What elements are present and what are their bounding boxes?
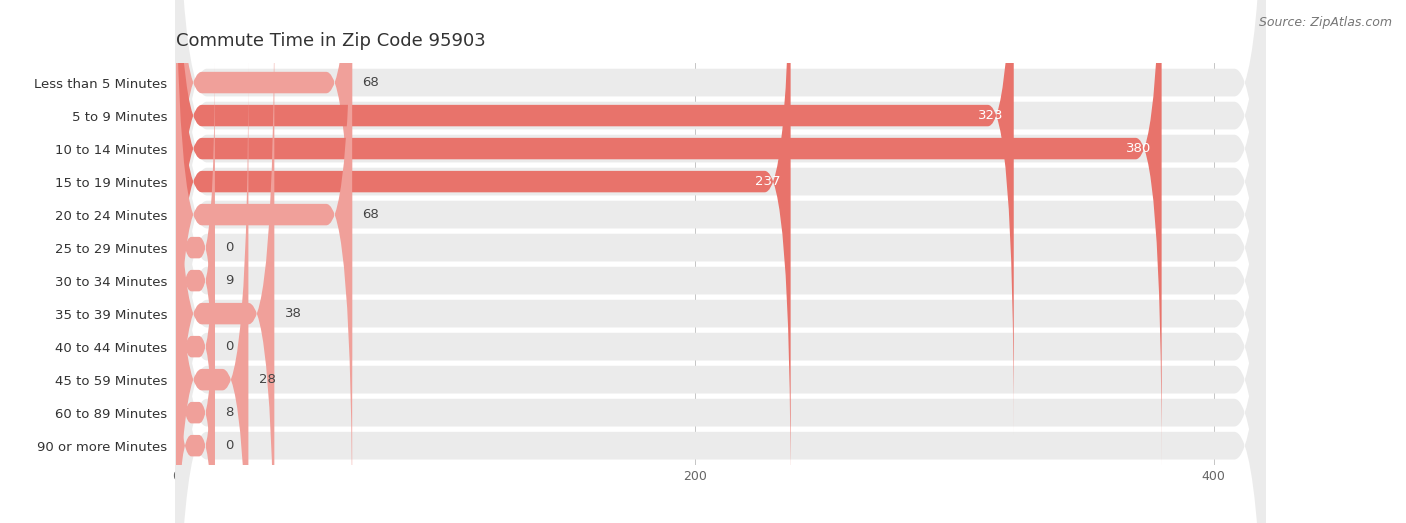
FancyBboxPatch shape <box>176 258 215 523</box>
FancyBboxPatch shape <box>176 0 274 523</box>
FancyBboxPatch shape <box>176 0 1014 435</box>
FancyBboxPatch shape <box>176 0 1265 523</box>
Text: Commute Time in Zip Code 95903: Commute Time in Zip Code 95903 <box>176 32 485 50</box>
Text: 9: 9 <box>225 274 233 287</box>
FancyBboxPatch shape <box>176 160 215 523</box>
FancyBboxPatch shape <box>176 60 249 523</box>
FancyBboxPatch shape <box>176 0 1265 465</box>
FancyBboxPatch shape <box>176 0 1265 523</box>
FancyBboxPatch shape <box>176 0 790 501</box>
FancyBboxPatch shape <box>176 0 1265 523</box>
FancyBboxPatch shape <box>176 30 1265 523</box>
FancyBboxPatch shape <box>176 0 1265 523</box>
Text: 28: 28 <box>259 373 276 386</box>
Text: 68: 68 <box>363 76 380 89</box>
FancyBboxPatch shape <box>176 0 1265 523</box>
FancyBboxPatch shape <box>176 0 1265 523</box>
Text: 0: 0 <box>225 241 233 254</box>
FancyBboxPatch shape <box>176 225 215 523</box>
FancyBboxPatch shape <box>176 60 215 435</box>
FancyBboxPatch shape <box>176 0 352 523</box>
FancyBboxPatch shape <box>176 0 1265 523</box>
Text: 237: 237 <box>755 175 780 188</box>
FancyBboxPatch shape <box>176 93 215 468</box>
Text: Source: ZipAtlas.com: Source: ZipAtlas.com <box>1258 16 1392 29</box>
Text: 68: 68 <box>363 208 380 221</box>
FancyBboxPatch shape <box>176 0 352 402</box>
FancyBboxPatch shape <box>176 0 1265 523</box>
Text: 380: 380 <box>1126 142 1152 155</box>
Text: 323: 323 <box>977 109 1004 122</box>
FancyBboxPatch shape <box>176 0 1161 468</box>
FancyBboxPatch shape <box>176 63 1265 523</box>
Text: 38: 38 <box>285 307 302 320</box>
Text: 8: 8 <box>225 406 233 419</box>
Text: 0: 0 <box>225 439 233 452</box>
Text: 0: 0 <box>225 340 233 353</box>
FancyBboxPatch shape <box>176 0 1265 498</box>
